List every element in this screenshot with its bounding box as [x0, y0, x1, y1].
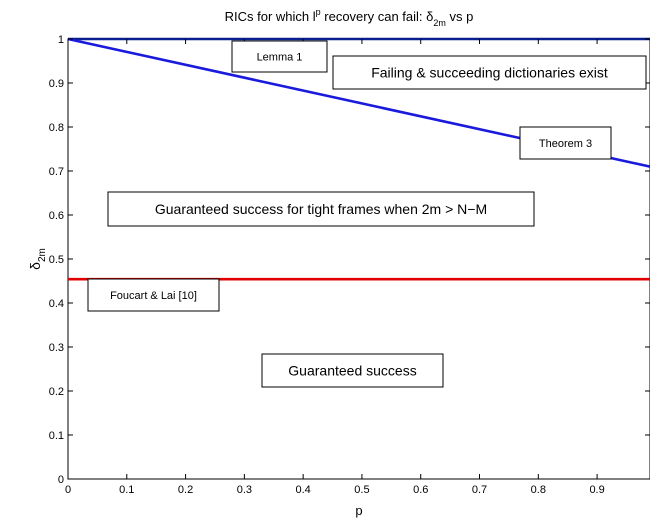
- x-axis-label: p: [355, 503, 362, 518]
- y-tick-label: 0.9: [49, 78, 64, 90]
- y-axis-label: δ2m: [27, 248, 48, 270]
- x-tick-label: 0.2: [178, 484, 193, 496]
- annotation-box: [87, 278, 220, 312]
- title-part: RICs for which l: [225, 9, 316, 24]
- ticks-layer: 0 0.1 0.2 0.3 0.4 0.5 0.6 0.7 0.8 0.9 0 0.1 0.2 0.3 0.…: [49, 34, 650, 496]
- x-tick-label: 0.6: [413, 484, 428, 496]
- annotation-text: Foucart & Lai [10]: [110, 290, 197, 302]
- annotation-text: Guaranteed success for tight frames when…: [155, 201, 487, 217]
- x-tick-label: 0.8: [531, 484, 546, 496]
- x-tick-label: 0.1: [119, 484, 134, 496]
- y-tick-label: 0.7: [49, 166, 64, 178]
- annotation-box: [231, 40, 328, 73]
- plot-area: [67, 38, 650, 480]
- y-tick-label: 0: [58, 474, 64, 486]
- title-sup: p: [316, 7, 321, 17]
- y-tick-label: 0.1: [49, 430, 64, 442]
- y-tick-label: 0.5: [49, 254, 64, 266]
- y-tick-label: 1: [58, 34, 64, 46]
- y-tick-label: 0.4: [49, 298, 64, 310]
- annotation-text: Guaranteed success: [288, 363, 416, 379]
- x-tick-label: 0.5: [354, 484, 369, 496]
- y-tick-label: 0.2: [49, 386, 64, 398]
- annotation-box: [519, 126, 612, 160]
- y-tick-label: 0.3: [49, 342, 64, 354]
- x-tick-label: 0.4: [296, 484, 311, 496]
- annotation-box: [107, 191, 535, 227]
- title-sub: 2m: [433, 18, 446, 28]
- x-tick-label: 0.7: [472, 484, 487, 496]
- annotation-text: Theorem 3: [539, 138, 592, 150]
- y-label-sub: 2m: [37, 248, 48, 262]
- title-mid: recovery can fail: δ: [321, 9, 434, 24]
- annotation-box: [332, 55, 647, 90]
- annotation-text: Failing & succeeding dictionaries exist: [371, 65, 608, 81]
- x-tick-label: 0.9: [589, 484, 604, 496]
- chart-title: RICs for which lp recovery can fail: δ2m…: [225, 7, 474, 28]
- title-end: vs p: [446, 9, 473, 24]
- annotation-text: Lemma 1: [257, 51, 303, 63]
- y-label-main: δ: [27, 262, 43, 270]
- annotation-box: [261, 353, 444, 388]
- y-tick-label: 0.8: [49, 122, 64, 134]
- y-tick-label: 0.6: [49, 210, 64, 222]
- x-tick-label: 0: [65, 484, 71, 496]
- annotation-layer: Lemma 1 Failing & succeeding dictionaries…: [87, 40, 647, 388]
- x-tick-label: 0.3: [237, 484, 252, 496]
